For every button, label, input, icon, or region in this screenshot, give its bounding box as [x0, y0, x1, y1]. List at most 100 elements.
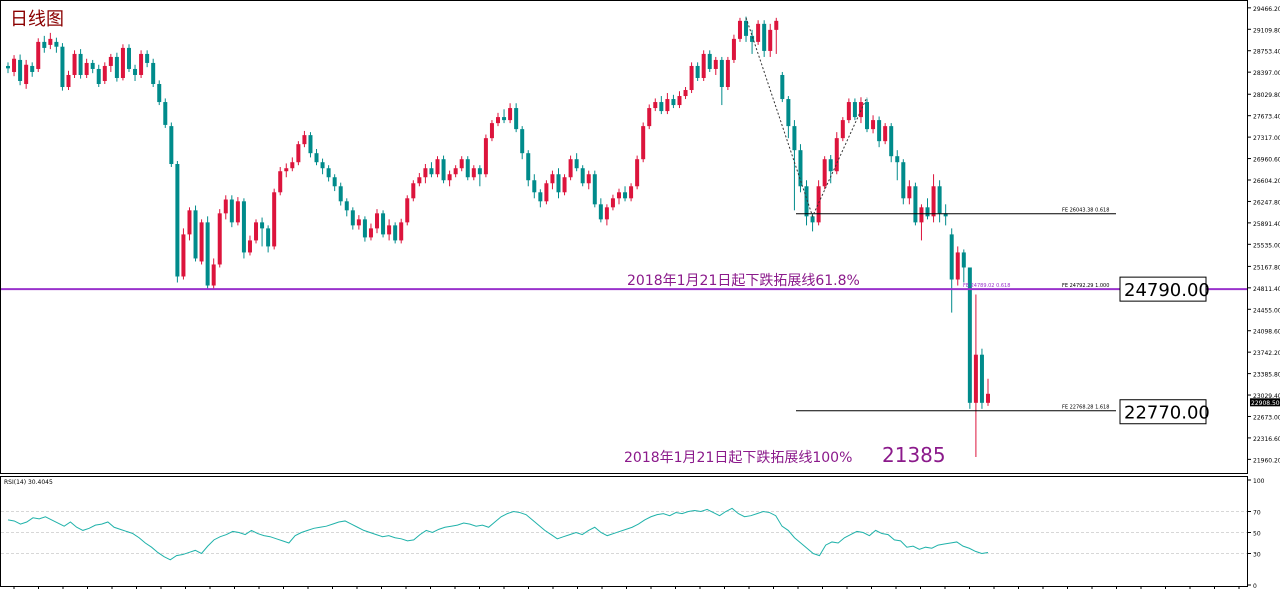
candle-body: [532, 180, 537, 193]
candle-body: [120, 47, 125, 78]
candle-body: [241, 201, 246, 253]
annotation-100-label: 2018年1月21日起下跌拓展线100%: [624, 450, 852, 466]
candle-body: [695, 65, 700, 78]
price-tick-label: 27673.40: [1253, 114, 1280, 121]
level-22770-box: [1119, 399, 1207, 425]
candle-body: [302, 135, 307, 145]
candle-body: [417, 177, 422, 184]
price-tick-label: 23385.80: [1253, 372, 1280, 379]
candle-body: [338, 186, 343, 202]
price-tick-label: 24811.40: [1253, 286, 1280, 293]
level-22770-label: 22770.00: [1124, 403, 1210, 424]
candle-body: [108, 56, 113, 66]
candle-body: [399, 222, 404, 241]
candle-body: [810, 216, 815, 223]
candle-body: [423, 168, 428, 178]
candle-body: [126, 47, 131, 69]
annotation-61-8-label: 2018年1月21日起下跌拓展线61.8%: [627, 273, 860, 289]
candle-body: [737, 20, 742, 39]
candle-body: [804, 186, 809, 217]
candle-body: [254, 222, 259, 241]
candle-body: [629, 186, 634, 199]
fe-1000-label: FE 24792.29 1.000: [1062, 283, 1109, 289]
price-tick-label: 25535.00: [1253, 242, 1280, 249]
candle-body: [459, 159, 464, 169]
candle-body: [465, 159, 470, 178]
candle-body: [840, 120, 845, 139]
candle-body: [175, 164, 180, 277]
candle-body: [871, 120, 876, 130]
candle-body: [538, 192, 543, 202]
candle-body: [574, 159, 579, 169]
candle-body: [6, 65, 10, 69]
candle-body: [786, 99, 791, 127]
candle-body: [435, 159, 440, 175]
candle-body: [18, 59, 23, 81]
candle-body: [979, 354, 984, 403]
candle-body: [290, 162, 295, 169]
price-tick-label: 22316.60: [1253, 436, 1280, 443]
candle-body: [865, 102, 870, 130]
candle-body: [653, 102, 658, 109]
price-tick-label: 27317.00: [1253, 135, 1280, 142]
candle-body: [42, 41, 47, 48]
candle-body: [187, 210, 192, 235]
candle-body: [520, 129, 525, 154]
candle-body: [78, 53, 83, 75]
rsi-tick-label: 100: [1253, 478, 1265, 485]
price-tick-label: 28753.40: [1253, 49, 1280, 56]
candle-body: [846, 102, 851, 121]
price-tick-label: 25891.40: [1253, 221, 1280, 228]
candle-body: [937, 186, 942, 214]
candle-body: [308, 135, 313, 154]
candle-body: [502, 117, 507, 121]
candle-body: [514, 108, 519, 130]
candle-body: [713, 59, 718, 69]
candle-body: [949, 234, 954, 280]
chart-title: 日线图: [10, 9, 64, 30]
rsi-series: [7, 507, 989, 561]
fibonacci-overlays: [1, 17, 1247, 412]
level-24790-label: 24790.00: [1124, 280, 1210, 301]
candle-body: [157, 84, 162, 103]
rsi-tick-label: 70: [1253, 510, 1261, 517]
candle-body: [278, 171, 283, 193]
price-tick-label: 29109.80: [1253, 27, 1280, 34]
level-24790-box: [1119, 276, 1207, 302]
price-axis: 29466.20 29109.80 28753.40 28397.00 28029.80…: [1247, 6, 1280, 464]
candle-body: [205, 222, 210, 286]
candle-body: [883, 126, 888, 142]
candle-body: [471, 168, 476, 178]
candle-body: [344, 201, 349, 211]
candle-body: [707, 53, 712, 69]
candle-body: [393, 225, 398, 241]
candle-body: [616, 192, 621, 199]
candle-body: [852, 102, 857, 118]
candle-body: [834, 138, 839, 172]
candle-body: [54, 41, 59, 47]
candle-body: [320, 162, 325, 169]
candle-body: [725, 59, 730, 88]
candle-body: [858, 102, 863, 118]
price-tick-label: 26604.20: [1253, 178, 1280, 185]
candle-body: [284, 168, 289, 172]
candle-body: [133, 68, 138, 75]
candle-body: [774, 20, 779, 30]
candle-body: [489, 123, 494, 139]
abc-dotted-line: [745, 17, 868, 218]
candle-body: [526, 153, 531, 181]
candle-body: [447, 174, 452, 181]
candle-body: [24, 64, 29, 85]
candle-body: [647, 108, 652, 127]
candle-body: [90, 62, 95, 69]
candle-body: [48, 38, 53, 45]
candle-body: [356, 219, 361, 226]
candle-body: [429, 168, 434, 175]
candle-body: [362, 219, 367, 238]
candle-body: [919, 207, 924, 223]
candle-body: [598, 204, 603, 220]
candle-body: [889, 126, 894, 157]
candle-body: [266, 228, 271, 247]
candle-body: [102, 65, 107, 81]
candle-body: [798, 150, 803, 187]
